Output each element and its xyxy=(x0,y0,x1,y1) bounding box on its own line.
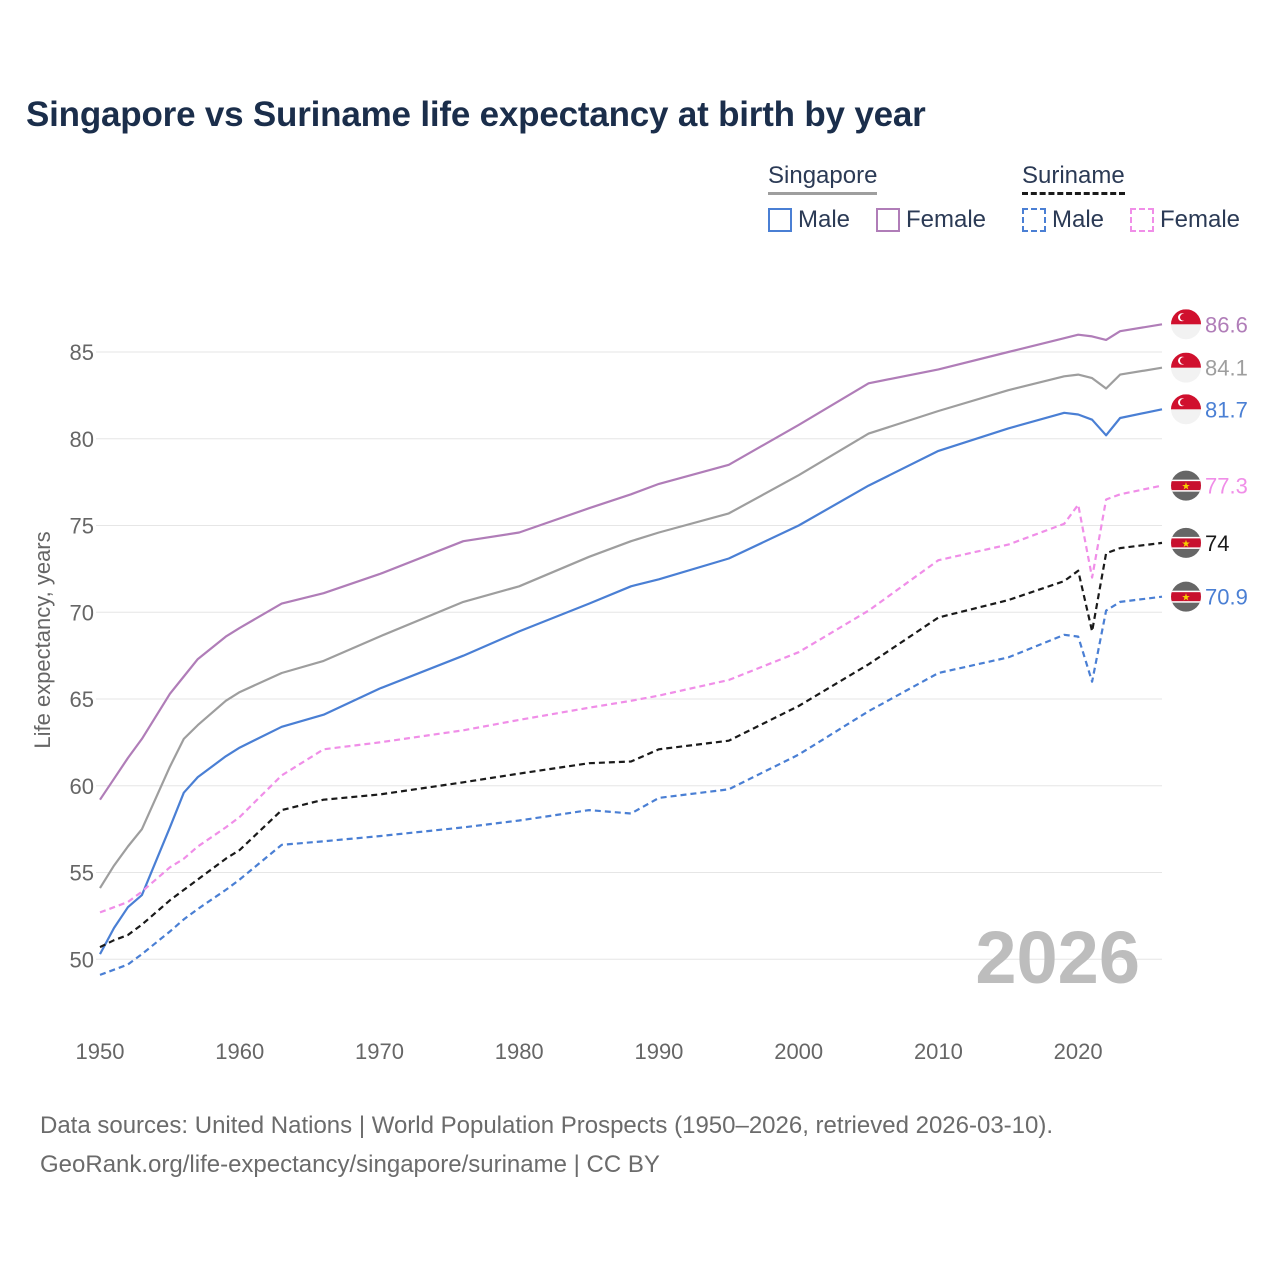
legend-item-singapore-female[interactable]: Female xyxy=(876,206,986,234)
end-label-both-sexes-suriname: 74 xyxy=(1205,531,1229,556)
x-tick-label-2000: 2000 xyxy=(774,1039,823,1064)
legend-label-singapore-female: Female xyxy=(906,206,987,233)
legend-item-suriname-female[interactable]: Female xyxy=(1130,206,1240,234)
y-tick-label-85: 85 xyxy=(70,340,94,365)
series-line-suriname-male xyxy=(99,595,1163,976)
series-line-suriname-female xyxy=(99,484,1163,914)
suriname-flag-red-band xyxy=(1171,538,1201,548)
suriname-flag-red-band xyxy=(1171,592,1201,602)
suriname-flag-star: ★ xyxy=(1182,539,1191,550)
source-note: Data sources: United Nations | World Pop… xyxy=(40,1106,1053,1184)
suriname-flag-red-band xyxy=(1171,481,1201,491)
series-line-singapore-female xyxy=(99,323,1163,801)
suriname-flag-star: ★ xyxy=(1182,482,1191,493)
legend-label-suriname-male: Male xyxy=(1052,206,1105,233)
end-label-singapore-male: 81.7 xyxy=(1205,397,1248,422)
x-tick-label-2010: 2010 xyxy=(914,1039,963,1064)
x-tick-label-1990: 1990 xyxy=(634,1039,683,1064)
singapore-flag-crescent-cut xyxy=(1180,398,1187,406)
year-stamp: 2026 xyxy=(975,916,1140,999)
x-tick-label-1970: 1970 xyxy=(355,1039,404,1064)
legend-label-suriname-female: Female xyxy=(1160,206,1241,233)
suriname-flag-star: ★ xyxy=(1182,593,1191,604)
y-tick-label-50: 50 xyxy=(70,947,94,972)
legend-group-suriname-label: Suriname xyxy=(1022,162,1125,189)
legend-suriname-underline xyxy=(1022,192,1125,195)
chart-title: Singapore vs Suriname life expectancy at… xyxy=(26,95,926,134)
y-tick-label-65: 65 xyxy=(70,687,94,712)
end-label-both-sexes-singapore: 84.1 xyxy=(1205,356,1248,381)
legend-group-singapore-label: Singapore xyxy=(768,162,878,189)
legend-swatch-suriname-male xyxy=(1022,208,1046,232)
singapore-flag-crescent-cut xyxy=(1180,313,1187,321)
y-axis-label: Life expectancy, years xyxy=(30,531,55,748)
legend-singapore-underline xyxy=(768,192,878,195)
source-line-1: Data sources: United Nations | World Pop… xyxy=(40,1112,1054,1139)
x-tick-label-2020: 2020 xyxy=(1054,1039,1103,1064)
legend-label-singapore-male: Male xyxy=(798,206,851,233)
legend-item-suriname-male[interactable]: Male xyxy=(1022,206,1104,234)
singapore-flag-crescent-cut xyxy=(1180,357,1187,365)
legend-item-singapore-male[interactable]: Male xyxy=(768,206,850,234)
series-line-both-sexes-suriname xyxy=(99,541,1163,949)
legend-swatch-singapore-male xyxy=(768,208,792,232)
y-tick-label-75: 75 xyxy=(70,514,94,539)
end-label-suriname-male: 70.9 xyxy=(1205,585,1248,610)
legend-swatch-singapore-female xyxy=(876,208,900,232)
source-line-2: GeoRank.org/life-expectancy/singapore/su… xyxy=(40,1151,660,1178)
series-line-singapore-male xyxy=(99,408,1163,955)
y-tick-label-55: 55 xyxy=(70,861,94,886)
x-tick-label-1980: 1980 xyxy=(495,1039,544,1064)
x-tick-label-1950: 1950 xyxy=(76,1039,125,1064)
y-tick-label-80: 80 xyxy=(70,427,94,452)
y-tick-label-60: 60 xyxy=(70,774,94,799)
legend-group-singapore: Singapore xyxy=(768,162,878,195)
end-label-suriname-female: 77.3 xyxy=(1205,474,1248,499)
legend-swatch-suriname-female xyxy=(1130,208,1154,232)
legend-group-suriname: Suriname xyxy=(1022,162,1125,195)
end-label-singapore-female: 86.6 xyxy=(1205,312,1248,337)
series-line-both-sexes-singapore xyxy=(99,366,1163,889)
y-tick-label-70: 70 xyxy=(70,600,94,625)
x-tick-label-1960: 1960 xyxy=(215,1039,264,1064)
